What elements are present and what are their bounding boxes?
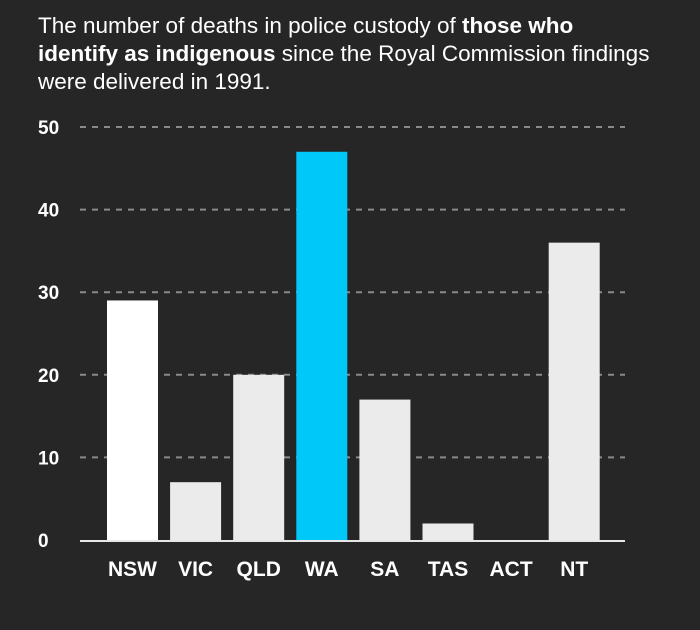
y-tick-label-30: 30 [38, 283, 59, 304]
bar-tas [422, 523, 474, 540]
x-tick-label-act: ACT [490, 558, 533, 581]
bar-qld [233, 374, 285, 540]
y-tick-label-0: 0 [38, 531, 49, 552]
title-part-1: those who identify as indigenous [38, 13, 574, 66]
y-tick-label-40: 40 [38, 201, 59, 222]
bar-vic [170, 482, 222, 540]
bar-sa [359, 399, 411, 540]
chart-title: The number of deaths in police custody o… [38, 12, 658, 96]
y-tick-label-20: 20 [38, 366, 59, 387]
bar-nsw [107, 300, 158, 540]
y-tick-label-10: 10 [38, 448, 59, 469]
y-tick-label-50: 50 [38, 118, 59, 139]
title-part-2: since the Royal Commission findings were… [38, 41, 650, 94]
x-tick-label-wa: WA [305, 558, 339, 581]
title-part-0: The number of deaths in police custody o… [38, 13, 462, 38]
x-tick-label-vic: VIC [178, 558, 213, 581]
x-tick-label-nsw: NSW [108, 558, 157, 581]
x-tick-label-tas: TAS [428, 558, 468, 581]
bar-wa [296, 151, 348, 540]
x-tick-label-sa: SA [370, 558, 399, 581]
bar-nt [548, 242, 600, 540]
x-tick-label-qld: QLD [237, 558, 281, 581]
x-tick-label-nt: NT [560, 558, 588, 581]
